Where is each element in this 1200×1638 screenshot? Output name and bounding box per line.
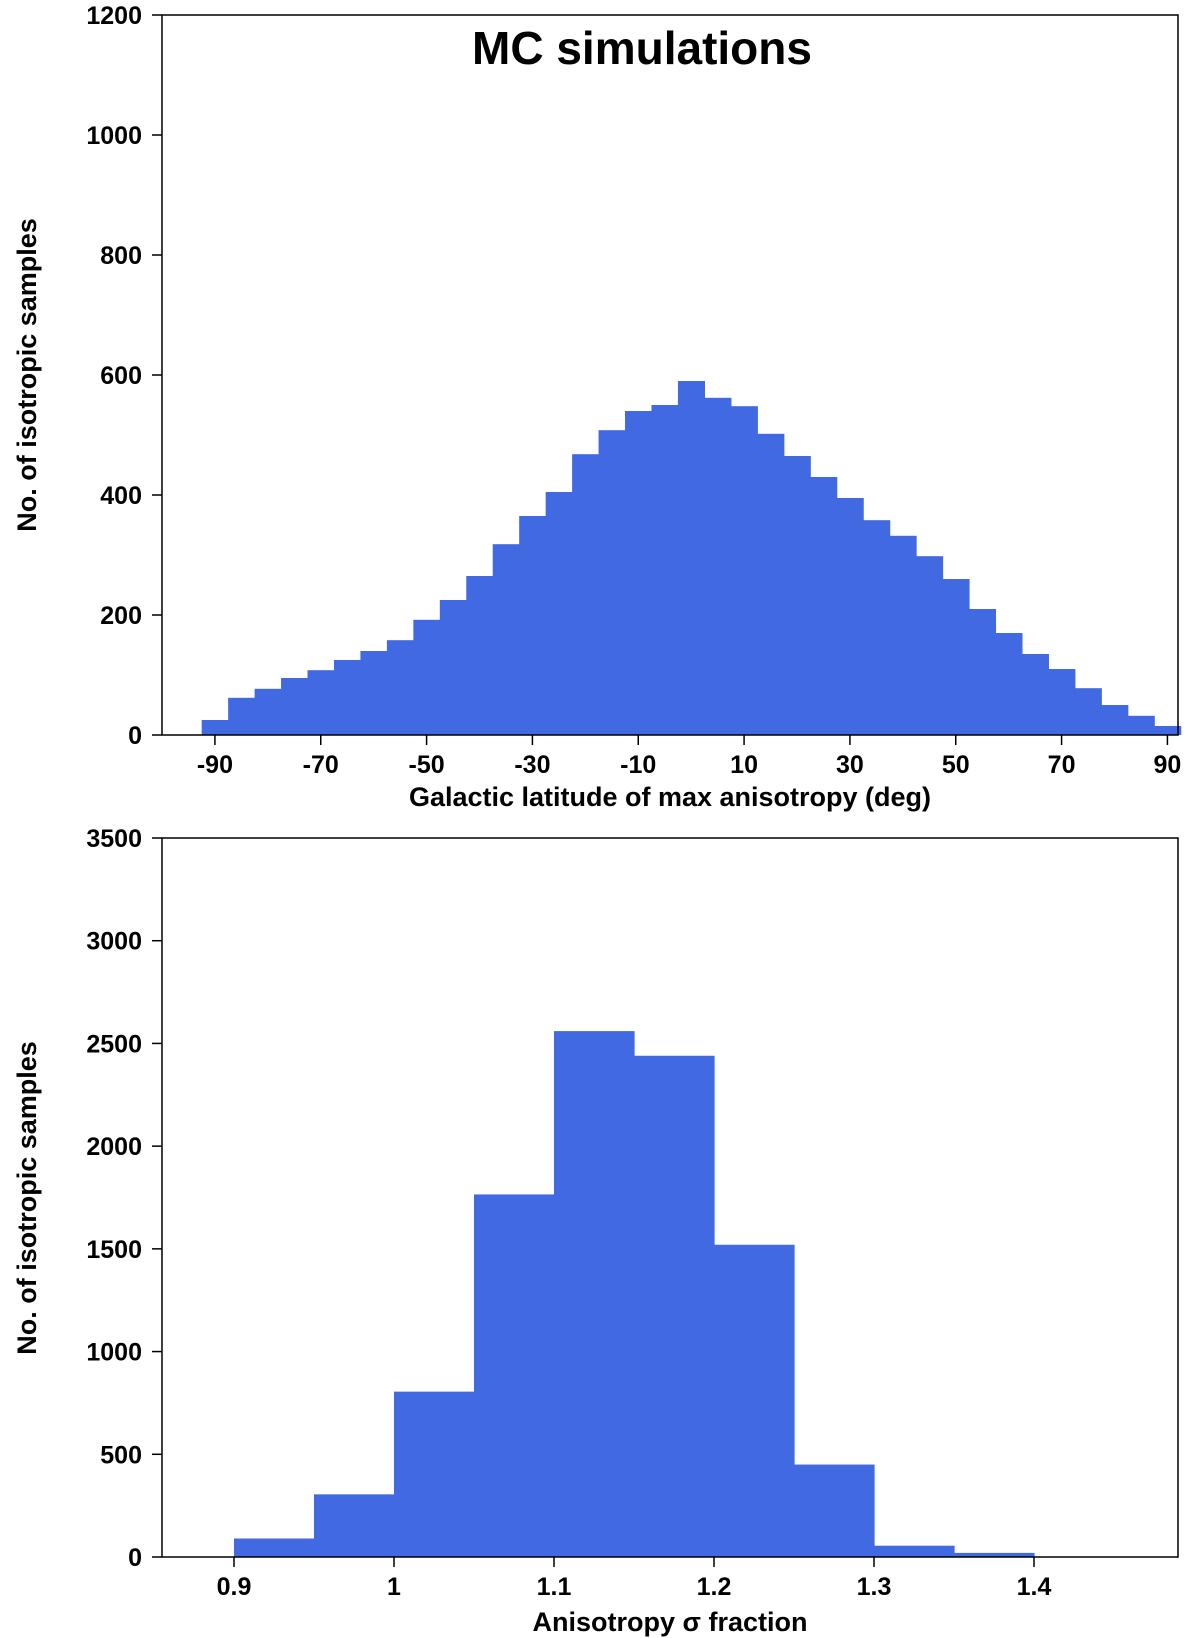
y-axis-label: No. of isotropic samples [12,1041,42,1355]
plot-frame [161,837,1179,1558]
histogram-bar [413,619,441,735]
latitude-histogram: 0 200 400 600 800 1000 1200 -90 -70 -50 -30 -10 10 30… [12,2,1181,812]
histogram-bar [439,600,467,735]
sigma-bars [234,1031,1035,1557]
y-tick-label: 3000 [86,928,142,956]
histogram-bar [519,516,547,735]
histogram-bar [714,1244,795,1557]
histogram-bar [234,1538,315,1557]
histogram-bar [863,520,891,735]
x-axis-label: Galactic latitude of max anisotropy (deg… [409,782,931,812]
histogram-bar [281,678,309,735]
histogram-bar [625,411,653,735]
y-tick-label: 0 [128,1544,142,1572]
histogram-bar [1074,688,1102,735]
histogram-bar [386,640,414,735]
x-tick-label: 10 [730,751,758,779]
y-tick-label: 800 [100,242,142,270]
histogram-bar [634,1055,715,1557]
y-tick-label: 500 [100,1441,142,1469]
histogram-bar [1101,705,1129,735]
histogram-bar [545,492,573,735]
histogram-bar [333,660,362,735]
x-tick-label: 0.9 [217,1573,252,1601]
y-tick-label: 1000 [86,122,142,150]
x-tick-label: 1 [387,1573,401,1601]
x-tick-label: -50 [409,751,445,779]
histogram-bar [889,535,917,735]
x-tick-label: 70 [1048,751,1076,779]
histogram-bar [466,576,494,735]
y-tick-label: 600 [100,362,142,390]
x-tick-label: 1.1 [537,1573,572,1601]
histogram-bar [942,579,970,735]
x-tick-label: 90 [1154,751,1182,779]
histogram-bar [677,381,705,735]
y-tick-label: 3500 [86,825,142,853]
x-tick-label: 30 [836,751,864,779]
histogram-bar [492,544,520,735]
histogram-bar [783,456,811,735]
histogram-bar [651,405,679,735]
histogram-bar [360,651,388,735]
x-axis-label: Anisotropy σ fraction [533,1607,808,1637]
histogram-bar [757,433,785,735]
sigma-fraction-histogram: 0 500 1000 1500 2000 2500 3000 3500 0.9 1 1.1 1.2 1.… [12,825,1179,1637]
histogram-bar [598,430,626,735]
y-tick-label: 0 [128,722,142,750]
histogram-bar [704,397,732,735]
histogram-bar [554,1031,635,1557]
histogram-bar [307,670,335,735]
y-tick-label: 2000 [86,1133,142,1161]
y-tick-label: 200 [100,602,142,630]
histogram-bar [968,609,997,735]
y-tick-label: 2500 [86,1030,142,1058]
histogram-bar [874,1545,955,1557]
y-tick-label: 1200 [86,2,142,30]
x-tick-label: -30 [514,751,550,779]
y-tick-label: 1500 [86,1236,142,1264]
x-tick-label: 1.2 [697,1573,732,1601]
x-tick-label: 1.4 [1017,1573,1052,1601]
histogram-bar [1021,654,1049,735]
histogram-bar [810,477,838,735]
histogram-bar [572,454,600,735]
histogram-bar [254,688,282,735]
histogram-bar [730,406,758,735]
latitude-bars [201,381,1182,735]
sigma-ticks: 0 500 1000 1500 2000 2500 3000 3500 0.9 1 1.1 1.2 1.… [86,825,1051,1601]
histogram-bar [314,1494,395,1557]
x-tick-label: 50 [942,751,970,779]
latitude-ticks: 0 200 400 600 800 1000 1200 -90 -70 -50 -30 -10 10 30… [86,2,1181,779]
histogram-bar [228,697,256,735]
histogram-bar [1048,669,1076,735]
histogram-bar [916,556,944,735]
chart-title: MC simulations [472,22,812,74]
histogram-bar [954,1552,1035,1557]
histogram-bar [995,633,1023,735]
x-tick-label: -90 [197,751,233,779]
histogram-bar [394,1391,475,1557]
histogram-bar [474,1194,555,1557]
y-tick-label: 1000 [86,1339,142,1367]
histogram-bar [794,1464,875,1557]
histogram-bar [1127,715,1155,735]
y-axis-label: No. of isotropic samples [12,218,42,532]
histogram-bar [201,720,229,735]
histogram-bar [836,498,864,735]
x-tick-label: -10 [620,751,656,779]
y-tick-label: 400 [100,482,142,510]
histogram-bar [1154,726,1182,735]
x-tick-label: 1.3 [857,1573,892,1601]
x-tick-label: -70 [303,751,339,779]
